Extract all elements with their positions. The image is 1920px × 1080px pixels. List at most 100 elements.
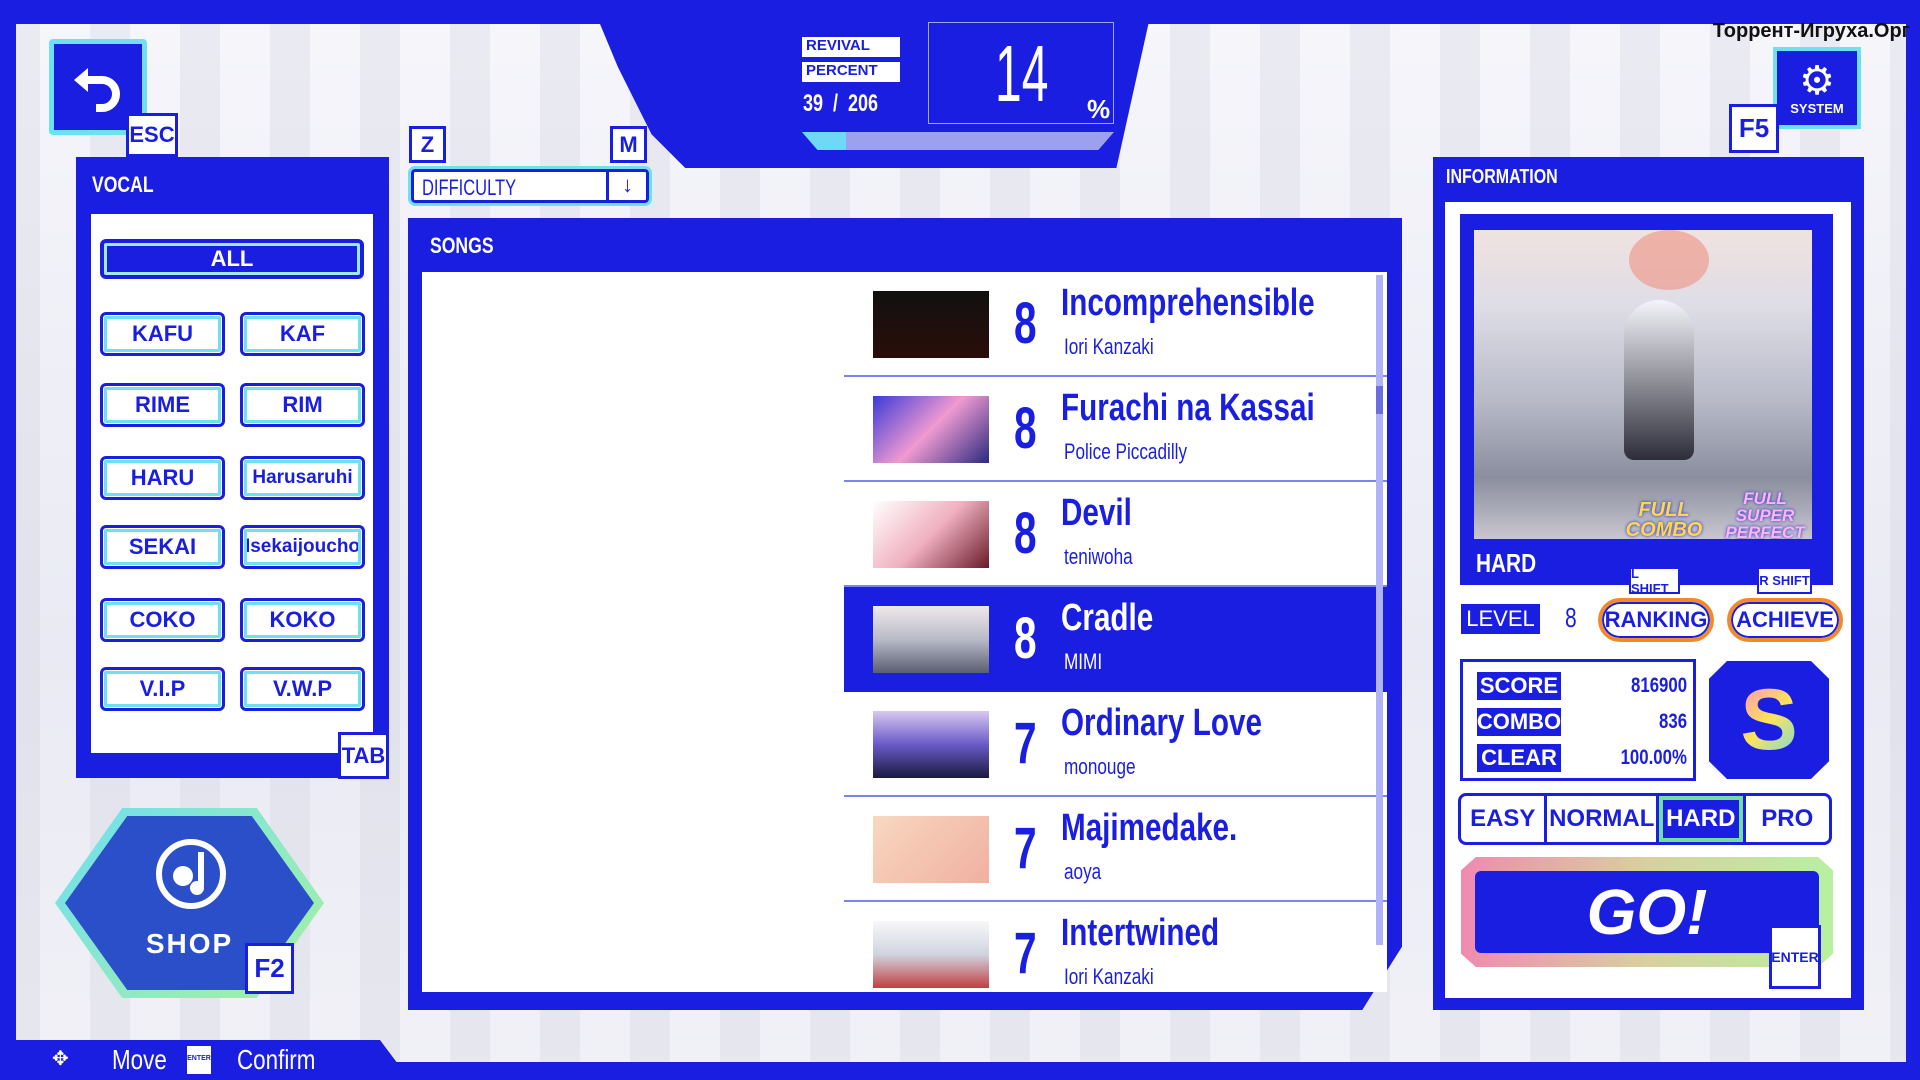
- song-artist: MIMI: [1064, 649, 1103, 674]
- song-jacket-thumbnail: [873, 606, 989, 673]
- vocal-filter-rim[interactable]: RIM: [240, 383, 365, 427]
- song-artist: teniwoha: [1064, 544, 1133, 569]
- vocal-filter-haru[interactable]: HARU: [100, 456, 225, 500]
- vocal-filter-vip[interactable]: V.I.P: [100, 667, 225, 711]
- song-row[interactable]: 8CradleMIMIKAFUS: [844, 587, 1387, 692]
- song-jacket-thumbnail: [873, 921, 989, 988]
- frame: [0, 0, 16, 1080]
- song-jacket-thumbnail: [873, 711, 989, 778]
- r-shift-key-hint: R SHIFT: [1757, 567, 1812, 594]
- song-jacket-thumbnail: [873, 396, 989, 463]
- song-title: Majimedake.: [1061, 807, 1238, 849]
- shop-label: SHOP: [145, 928, 234, 959]
- score-value: 816900: [1630, 674, 1687, 697]
- system-button[interactable]: ⚙ SYSTEM: [1773, 47, 1861, 129]
- difficulty-tab-hard[interactable]: HARD: [1659, 796, 1746, 842]
- vocal-filter-all[interactable]: ALL: [100, 239, 364, 279]
- f2-key-hint: F2: [245, 943, 294, 994]
- song-title: Devil: [1061, 492, 1132, 534]
- song-jacket-thumbnail: [873, 816, 989, 883]
- revival-percent: 14: [995, 29, 1049, 118]
- confirm-hint: Confirm: [237, 1044, 316, 1075]
- achieve-button[interactable]: ACHIEVE: [1727, 598, 1843, 642]
- frame: [1906, 0, 1920, 1080]
- vocal-filter-harusaruhi[interactable]: Harusaruhi: [240, 456, 365, 500]
- songs-title: SONGS: [430, 233, 494, 258]
- music-note-icon: [156, 839, 226, 909]
- song-artist: Police Piccadilly: [1064, 439, 1188, 464]
- percent-label: PERCENT: [802, 62, 900, 82]
- vocal-title: VOCAL: [92, 172, 154, 197]
- clear-value: 100.00%: [1620, 746, 1687, 769]
- z-key-hint[interactable]: Z: [409, 126, 446, 163]
- ranking-button[interactable]: RANKING: [1598, 598, 1714, 642]
- go-button[interactable]: GO!: [1461, 857, 1833, 967]
- difficulty-tab-easy[interactable]: EASY: [1461, 796, 1548, 842]
- song-title: Intertwined: [1061, 912, 1220, 954]
- song-row[interactable]: 8DevilteniwohaKAFUC: [844, 482, 1387, 587]
- enter-key-icon: ENTER: [187, 1046, 211, 1074]
- full-super-perfect-badge: FULL SUPER PERFECT: [1725, 489, 1805, 542]
- sort-dropdown[interactable]: DIFFICULTY ↓: [408, 166, 652, 206]
- difficulty-tab-normal[interactable]: NORMAL: [1547, 796, 1660, 842]
- song-level: 8: [1014, 291, 1037, 356]
- song-jacket-thumbnail: [873, 501, 989, 568]
- vocal-filter-coko[interactable]: COKO: [100, 598, 225, 642]
- song-title: Cradle: [1061, 597, 1154, 639]
- full-combo-badge: FULL COMBO: [1625, 499, 1703, 541]
- song-title: Incomprehensible: [1061, 282, 1315, 324]
- combo-label: COMBO: [1476, 708, 1562, 736]
- song-jacket-image: [1474, 230, 1812, 539]
- go-label: GO!: [1586, 876, 1708, 948]
- f5-key-hint: F5: [1729, 104, 1779, 153]
- song-artist: monouge: [1064, 754, 1136, 779]
- vocal-filter-rime[interactable]: RIME: [100, 383, 225, 427]
- percent-box: [928, 22, 1114, 124]
- vocal-filter-vwp[interactable]: V.W.P: [240, 667, 365, 711]
- vocal-filter-kafu[interactable]: KAFU: [100, 312, 225, 356]
- m-key-hint[interactable]: M: [610, 126, 647, 163]
- score-label: SCORE: [1477, 672, 1561, 700]
- esc-key-hint: ESC: [126, 113, 178, 157]
- song-level: 8: [1014, 606, 1037, 671]
- rank-letter: S: [1740, 671, 1798, 768]
- clear-label: CLEAR: [1477, 744, 1561, 772]
- song-level: 8: [1014, 501, 1037, 566]
- song-artist: Iori Kanzaki: [1064, 964, 1154, 989]
- scrollbar-thumb[interactable]: [1376, 386, 1383, 414]
- gear-icon: ⚙: [1799, 58, 1835, 103]
- vocal-filter-koko[interactable]: KOKO: [240, 598, 365, 642]
- revival-total: 206: [848, 90, 879, 117]
- tab-key-hint: TAB: [338, 732, 389, 779]
- combo-value: 836: [1658, 710, 1687, 733]
- song-level: 7: [1014, 711, 1037, 776]
- frame: [0, 1062, 1920, 1080]
- l-shift-key-hint: L SHIFT: [1629, 566, 1680, 596]
- level-value: 8: [1564, 602, 1577, 633]
- level-label: LEVEL: [1461, 604, 1540, 634]
- difficulty-tabs: EASY NORMAL HARD PRO: [1458, 793, 1832, 845]
- revival-label: REVIVAL: [802, 37, 900, 57]
- difficulty-tab-pro[interactable]: PRO: [1761, 805, 1814, 832]
- dpad-icon: ✥: [52, 1048, 69, 1070]
- percent-unit: %: [1087, 94, 1111, 124]
- arrow-down-icon: ↓: [606, 172, 646, 200]
- song-artist: aoya: [1064, 859, 1102, 884]
- scrollbar[interactable]: [1376, 275, 1383, 945]
- revival-count: 39 / 206: [803, 90, 879, 117]
- sort-value: DIFFICULTY: [422, 175, 517, 200]
- watermark: Торрент-Игруха.Орг: [1712, 20, 1910, 42]
- revival-progress: [802, 132, 1114, 150]
- revival-current: 39: [803, 90, 824, 117]
- vocal-filter-isekaijoucho[interactable]: Isekaijoucho: [240, 525, 365, 569]
- song-level: 7: [1014, 921, 1037, 986]
- rank-badge: S: [1709, 661, 1829, 779]
- vocal-filter-sekai[interactable]: SEKAI: [100, 525, 225, 569]
- vocal-filter-kaf[interactable]: KAF: [240, 312, 365, 356]
